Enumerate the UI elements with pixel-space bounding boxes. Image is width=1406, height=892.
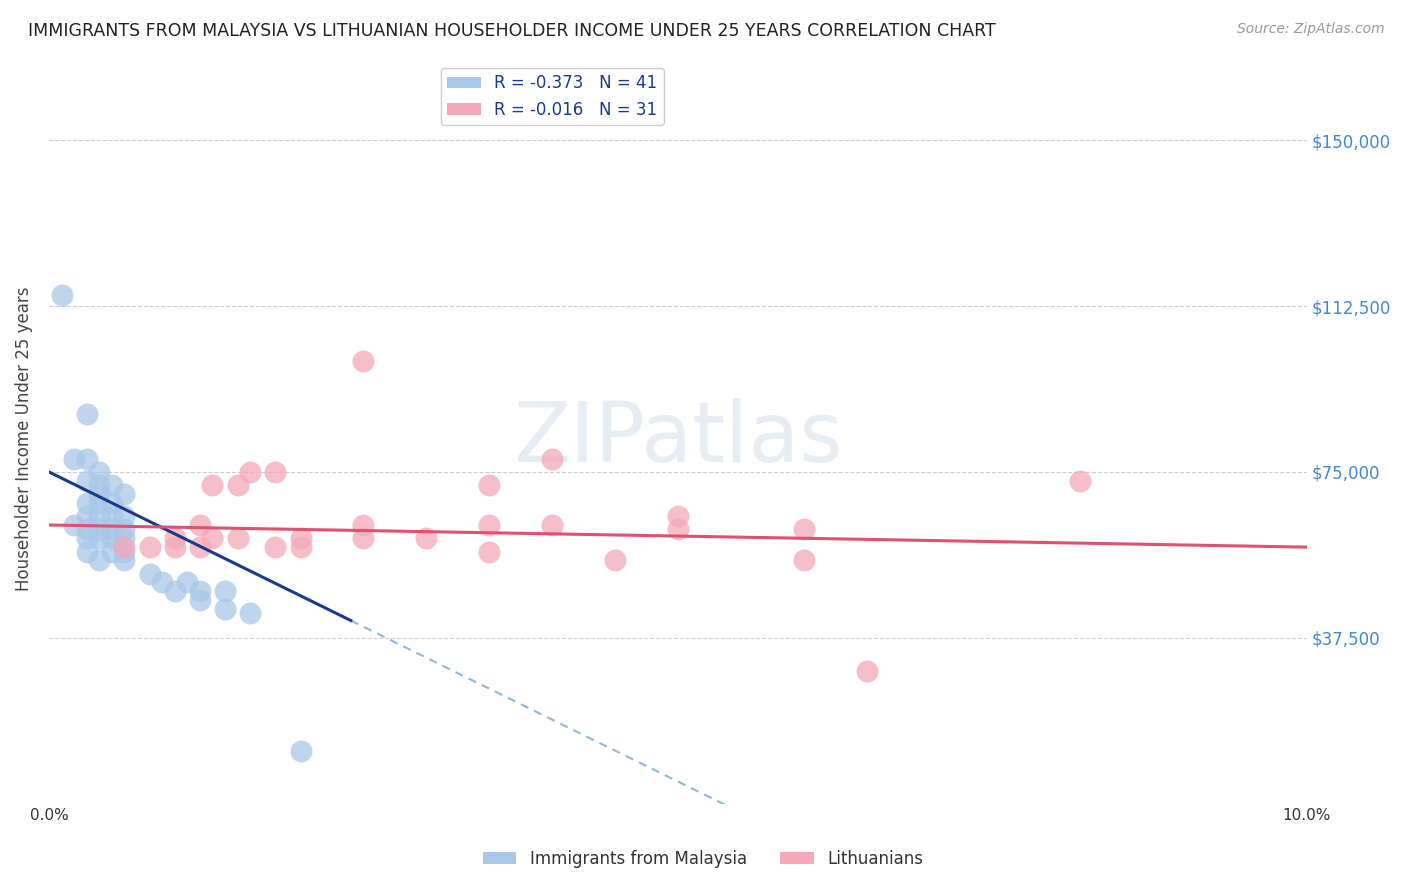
Point: [114, 487, 136, 501]
Point: [138, 566, 160, 581]
Point: [541, 518, 564, 533]
Point: [603, 553, 626, 567]
Point: [239, 465, 262, 479]
Point: [188, 540, 211, 554]
Point: [478, 544, 501, 558]
Point: [478, 478, 501, 492]
Text: Source: ZipAtlas.com: Source: ZipAtlas.com: [1237, 22, 1385, 37]
Point: [89, 496, 111, 510]
Point: [63, 518, 86, 533]
Point: [264, 540, 287, 554]
Point: [176, 575, 198, 590]
Point: [188, 518, 211, 533]
Point: [541, 451, 564, 466]
Point: [163, 531, 186, 545]
Point: [138, 540, 160, 554]
Legend: R = -0.373   N = 41, R = -0.016   N = 31: R = -0.373 N = 41, R = -0.016 N = 31: [440, 68, 664, 126]
Point: [226, 478, 249, 492]
Point: [101, 509, 124, 524]
Point: [51, 288, 73, 302]
Point: [188, 593, 211, 607]
Text: IMMIGRANTS FROM MALAYSIA VS LITHUANIAN HOUSEHOLDER INCOME UNDER 25 YEARS CORRELA: IMMIGRANTS FROM MALAYSIA VS LITHUANIAN H…: [28, 22, 995, 40]
Point: [855, 664, 877, 678]
Point: [76, 531, 98, 545]
Point: [114, 540, 136, 554]
Point: [163, 584, 186, 599]
Point: [114, 509, 136, 524]
Point: [352, 354, 374, 368]
Point: [114, 523, 136, 537]
Point: [214, 584, 236, 599]
Point: [101, 531, 124, 545]
Y-axis label: Householder Income Under 25 years: Householder Income Under 25 years: [15, 286, 32, 591]
Point: [214, 602, 236, 616]
Point: [89, 465, 111, 479]
Point: [290, 540, 312, 554]
Point: [201, 478, 224, 492]
Text: ZIPatlas: ZIPatlas: [513, 398, 842, 479]
Point: [264, 465, 287, 479]
Point: [290, 743, 312, 757]
Point: [76, 451, 98, 466]
Point: [114, 531, 136, 545]
Point: [76, 509, 98, 524]
Point: [666, 523, 689, 537]
Point: [76, 523, 98, 537]
Point: [89, 509, 111, 524]
Point: [89, 478, 111, 492]
Point: [101, 496, 124, 510]
Point: [1069, 474, 1091, 488]
Point: [63, 451, 86, 466]
Point: [793, 523, 815, 537]
Point: [201, 531, 224, 545]
Point: [76, 544, 98, 558]
Point: [89, 553, 111, 567]
Point: [478, 518, 501, 533]
Point: [150, 575, 173, 590]
Point: [163, 540, 186, 554]
Point: [352, 518, 374, 533]
Point: [76, 474, 98, 488]
Point: [101, 544, 124, 558]
Point: [89, 487, 111, 501]
Point: [226, 531, 249, 545]
Point: [188, 584, 211, 599]
Point: [415, 531, 437, 545]
Point: [101, 478, 124, 492]
Point: [114, 553, 136, 567]
Point: [89, 523, 111, 537]
Point: [239, 607, 262, 621]
Point: [76, 496, 98, 510]
Point: [290, 531, 312, 545]
Point: [101, 523, 124, 537]
Legend: Immigrants from Malaysia, Lithuanians: Immigrants from Malaysia, Lithuanians: [477, 844, 929, 875]
Point: [76, 408, 98, 422]
Point: [89, 531, 111, 545]
Point: [666, 509, 689, 524]
Point: [793, 553, 815, 567]
Point: [352, 531, 374, 545]
Point: [114, 544, 136, 558]
